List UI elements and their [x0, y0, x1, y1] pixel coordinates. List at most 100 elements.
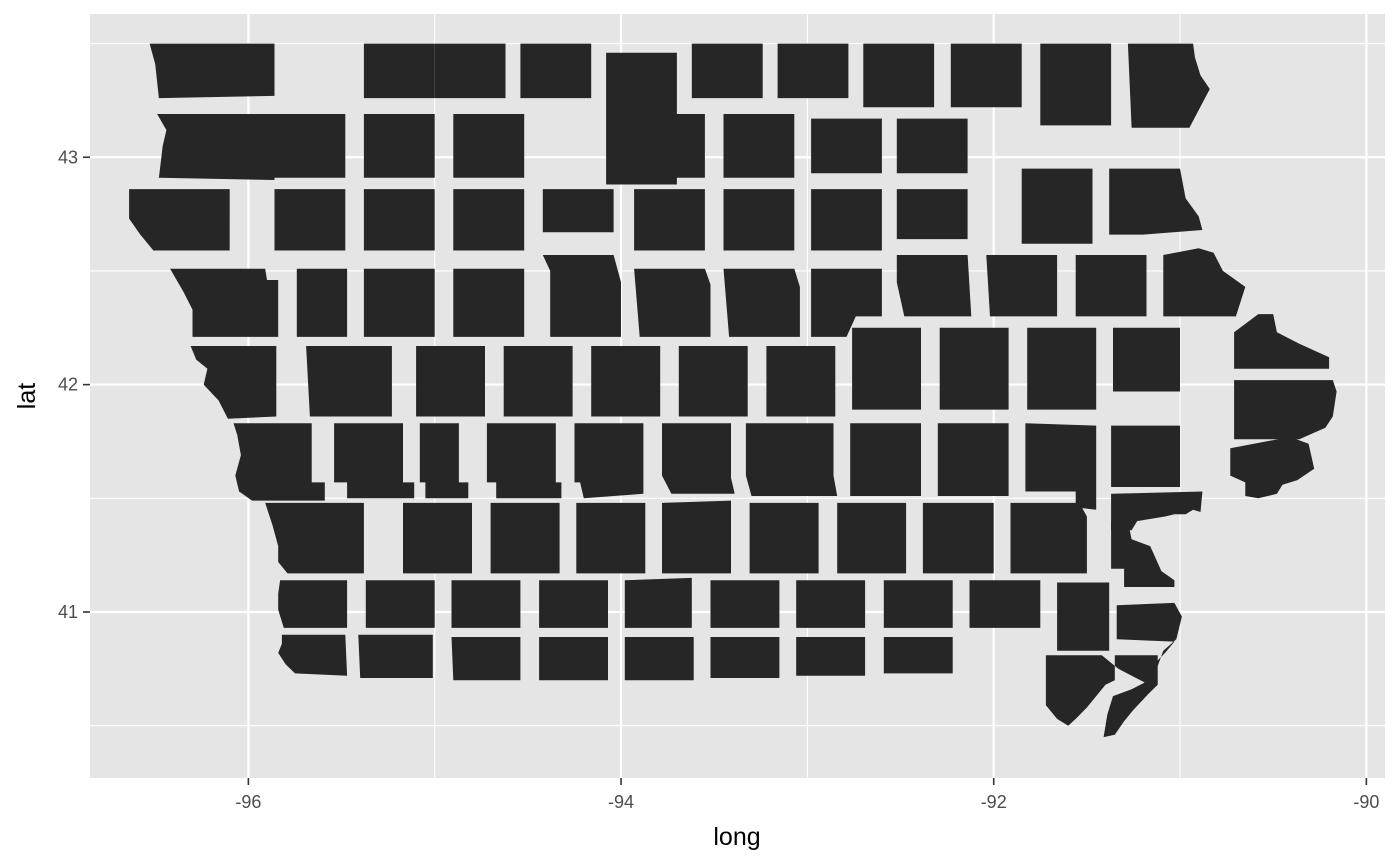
muscatine-county: [1111, 491, 1203, 531]
adams-county: [451, 580, 521, 628]
monona-county: [190, 346, 277, 419]
jackson-county: [1234, 314, 1330, 369]
sioux-county: [157, 114, 275, 180]
cass-county: [403, 502, 472, 574]
clarke-county: [624, 577, 692, 628]
worth-county: [777, 43, 849, 99]
obrien-county: [274, 114, 346, 178]
davis-county: [883, 637, 953, 674]
plymouth-county: [129, 189, 230, 251]
madison-county: [576, 502, 646, 574]
mills-county: [278, 580, 348, 628]
ringgold-county: [539, 637, 608, 681]
marion-county: [749, 502, 819, 574]
clayton-county: [1109, 168, 1203, 235]
polk-county: [662, 423, 735, 494]
crawford-county: [306, 346, 392, 417]
pottawattamie-county: [265, 502, 364, 574]
clay-county: [363, 114, 435, 178]
audubon-county: [419, 423, 469, 499]
sac-county: [363, 268, 435, 337]
adair-county: [490, 502, 560, 574]
wayne-county: [710, 637, 780, 678]
henry-county: [1057, 582, 1110, 651]
hamilton-county: [634, 268, 711, 337]
ida-county: [296, 268, 348, 337]
palo-alto-county: [453, 114, 525, 178]
black-hawk-county: [896, 255, 972, 317]
fremont-county: [278, 634, 348, 676]
cerro-gordo-county: [723, 114, 795, 178]
lyon-county: [149, 43, 275, 99]
washington-county: [1010, 502, 1087, 574]
buchanan-county: [986, 255, 1058, 317]
jefferson-county: [969, 580, 1041, 628]
x-tick-label: -92: [981, 792, 1007, 812]
fayette-county: [1021, 168, 1093, 244]
allamakee-county: [1127, 43, 1210, 128]
scott-county: [1230, 436, 1315, 499]
emmet-county: [520, 43, 592, 99]
wapello-county: [883, 580, 953, 628]
x-axis: -96 -94 -92 -90: [235, 778, 1379, 812]
winnebago-county: [691, 43, 763, 99]
howard-county: [950, 43, 1022, 108]
y-axis: 41 42 43: [58, 147, 90, 622]
jasper-county: [745, 423, 838, 496]
tama-county: [852, 327, 921, 410]
montgomery-county: [365, 580, 435, 628]
wright-county: [634, 189, 705, 251]
butler-county: [811, 189, 882, 251]
appanoose-county: [796, 637, 866, 676]
hancock-county: [634, 114, 705, 178]
hardin-county: [723, 268, 800, 337]
calhoun-county: [453, 268, 525, 337]
mahaska-county: [837, 502, 907, 574]
woodbury-county: [170, 268, 279, 337]
x-tick-label: -96: [235, 792, 261, 812]
humboldt-county: [542, 189, 614, 233]
clinton-county: [1234, 380, 1337, 440]
x-axis-title: long: [713, 823, 760, 851]
webster-county: [542, 255, 621, 337]
grundy-county: [811, 268, 882, 337]
bremer-county: [896, 189, 968, 240]
shelby-county: [334, 423, 415, 499]
monroe-county: [796, 580, 866, 628]
warren-county: [662, 500, 731, 574]
delaware-county: [1075, 255, 1147, 317]
lucas-county: [710, 580, 780, 628]
pocahontas-county: [453, 189, 525, 251]
winneshiek-county: [1040, 43, 1112, 126]
taylor-county: [451, 637, 521, 681]
floyd-county: [811, 118, 882, 174]
chickasaw-county: [896, 118, 968, 174]
carroll-county: [416, 346, 485, 417]
boone-county: [591, 346, 661, 417]
y-axis-title: lat: [13, 383, 41, 409]
mitchell-county: [863, 43, 935, 108]
dickinson-county: [434, 43, 506, 99]
county-regions: [129, 43, 1337, 738]
greene-county: [503, 346, 573, 417]
poweshiek-county: [850, 423, 921, 496]
marshall-county: [766, 346, 836, 417]
x-tick-label: -94: [608, 792, 634, 812]
cherokee-county: [274, 189, 346, 251]
iowa-county: [937, 423, 1009, 496]
cedar-county: [1111, 425, 1180, 487]
louisa-county: [1111, 521, 1175, 587]
keokuk-county: [922, 502, 994, 574]
page-county: [358, 634, 433, 678]
union-county: [539, 580, 608, 628]
x-tick-label: -90: [1353, 792, 1379, 812]
y-tick-label: 41: [58, 602, 78, 622]
johnson-county: [1025, 423, 1097, 510]
lee-county: [1045, 655, 1158, 738]
franklin-county: [723, 189, 795, 251]
osceola-county: [363, 43, 435, 99]
y-tick-label: 43: [58, 147, 78, 167]
guthrie-county: [486, 423, 562, 499]
buena-vista-county: [363, 189, 435, 251]
